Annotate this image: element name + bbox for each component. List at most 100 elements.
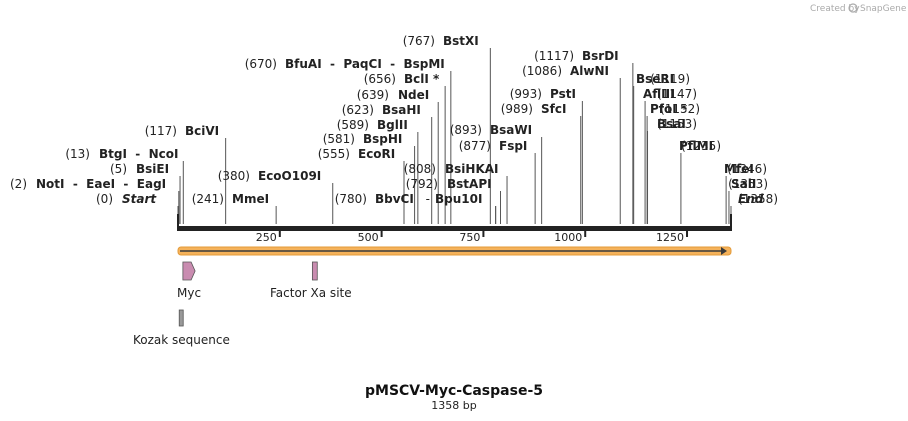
site-ndei[interactable]: (639) NdeI (357, 88, 430, 102)
feature-factor-xa-site[interactable]: Factor Xa site (270, 261, 352, 300)
site-position: (380) (218, 169, 250, 183)
site-name: BciVI (185, 124, 219, 138)
site-bseri[interactable]: BseRI(1119) (636, 72, 690, 86)
site-name: PfoI * (650, 102, 688, 116)
site-position: (1147) (657, 87, 697, 101)
site-name: AflIII (643, 87, 675, 101)
site-sfci[interactable]: (989) SfcI (501, 102, 567, 116)
site-name: BsiEI (136, 162, 169, 176)
site-bsphi[interactable]: (581) BspHI (323, 132, 403, 146)
caspase-orf (177, 246, 732, 256)
feature-shape (311, 261, 318, 281)
site-bsiei[interactable]: (5) BsiEI (110, 162, 169, 176)
site-position: (792) (406, 177, 438, 191)
site-position: (893) (450, 123, 482, 137)
plasmid-name: pMSCV-Myc-Caspase-5 (365, 383, 543, 399)
site-name: BsrDI (582, 49, 619, 63)
site-position: (1153) (657, 117, 697, 131)
site-name: BglII (377, 118, 408, 132)
site-position: (1152) (660, 102, 700, 116)
site-noti-eaei-eagi[interactable]: (2) NotI - EaeI - EagI (10, 177, 166, 191)
site-name: MmeI (232, 192, 269, 206)
site-bsawi[interactable]: (893) BsaWI (450, 123, 532, 137)
site-bsai[interactable]: BsaI(1153) (657, 117, 697, 131)
site-bstxi[interactable]: (767) BstXI (403, 34, 479, 48)
site-bcli[interactable]: (656) BclI * (364, 72, 440, 86)
site-leader-lines (177, 48, 732, 224)
credit-prefix: Created by (810, 4, 860, 14)
site-position: (2) (10, 177, 27, 191)
ruler-ticks: 250 500 750 1000 1250 (256, 226, 689, 244)
site-name: BsaI (657, 117, 686, 131)
site-bbvci[interactable]: (780) BbvCI (335, 192, 414, 206)
site-position: (1119) (650, 72, 690, 86)
site-btgi-ncoi[interactable]: (13) BtgI - NcoI (65, 147, 178, 161)
site-bsrdi[interactable]: (1117) BsrDI (534, 49, 619, 63)
site-name: Start (122, 192, 157, 206)
site-bglii[interactable]: (589) BglII (337, 118, 408, 132)
features: Myc Factor Xa site Kozak sequence (133, 261, 352, 347)
site-name: End (738, 192, 764, 206)
site-bpu10i[interactable]: - Bpu10I (426, 192, 483, 206)
feature-label: Kozak sequence (133, 333, 230, 347)
site-name: EcoRI (358, 147, 395, 161)
site-name: SfcI (541, 102, 566, 116)
site-bsahi[interactable]: (623) BsaHI (342, 103, 421, 117)
site-alwni[interactable]: (1086) AlwNI (522, 64, 609, 78)
site-position: (1353) (728, 177, 768, 191)
site-bfuai-paqci-bspmi[interactable]: (670) BfuAI - PaqCI - BspMI (245, 57, 445, 71)
tick-label: 250 (256, 231, 277, 244)
site-mfei[interactable]: MfeI(1346) (724, 162, 767, 176)
feature-label: Factor Xa site (270, 286, 352, 300)
backbone-track (178, 226, 731, 231)
site-position: (581) (323, 132, 355, 146)
site-labels: (0) Start(2) NotI - EaeI - EagI(5) BsiEI(13… (10, 34, 778, 206)
site-position: (5) (110, 162, 127, 176)
site-name: BseRI (636, 72, 674, 86)
site-name: NdeI (398, 88, 429, 102)
site-start[interactable]: (0) Start (96, 192, 157, 206)
site-position: (589) (337, 118, 369, 132)
site-position: (241) (192, 192, 224, 206)
site-position: (1235) (681, 139, 721, 153)
credit-brand: SnapGene (860, 4, 907, 14)
site-pfoi[interactable]: PfoI *(1152) (650, 102, 700, 116)
site-name: SalI (731, 177, 756, 191)
site-bcivi[interactable]: (117) BciVI (145, 124, 219, 138)
site-ecoo109i[interactable]: (380) EcoO109I (218, 169, 322, 183)
site-afliii[interactable]: AflIII(1147) (643, 87, 697, 101)
site-name: BsiHKAI (445, 162, 499, 176)
site-name: BstAPI (447, 177, 492, 191)
site-name: FspI (499, 139, 527, 153)
site-name: PflMI (679, 139, 713, 153)
site-fspi[interactable]: (877) FspI (459, 139, 528, 153)
site-ecori[interactable]: (555) EcoRI (318, 147, 396, 161)
site-name: MfeI (724, 162, 754, 176)
site-name: BfuAI - PaqCI - BspMI (285, 57, 445, 71)
tick-label: 1250 (656, 231, 684, 244)
site-mmei[interactable]: (241) MmeI (192, 192, 269, 206)
site-name: EcoO109I (258, 169, 321, 183)
feature-myc[interactable]: Myc (177, 261, 201, 300)
site-name: BtgI - NcoI (99, 147, 179, 161)
feature-kozak-sequence[interactable]: Kozak sequence (133, 309, 230, 347)
site-end[interactable]: End(1358) (738, 192, 778, 206)
site-position: (989) (501, 102, 533, 116)
site-sali[interactable]: SalI(1353) (728, 177, 768, 191)
tick-label: 1000 (554, 231, 582, 244)
site-name: BsaWI (490, 123, 532, 137)
site-position: (117) (145, 124, 177, 138)
site-name: NotI - EaeI - EagI (36, 177, 166, 191)
plasmid-size: 1358 bp (431, 399, 476, 412)
site-position: (639) (357, 88, 389, 102)
site-pflmi[interactable]: PflMI(1235) (679, 139, 721, 153)
site-position: (767) (403, 34, 435, 48)
site-bsihkai[interactable]: (808) BsiHKAI (404, 162, 499, 176)
site-position: (780) (335, 192, 367, 206)
site-bstapi[interactable]: (792) BstAPI (406, 177, 492, 191)
site-name: Bpu10I (435, 192, 482, 206)
site-position: (555) (318, 147, 350, 161)
site-name: BclI * (404, 72, 440, 86)
site-psti[interactable]: (993) PstI (510, 87, 576, 101)
site-name: AlwNI (570, 64, 609, 78)
